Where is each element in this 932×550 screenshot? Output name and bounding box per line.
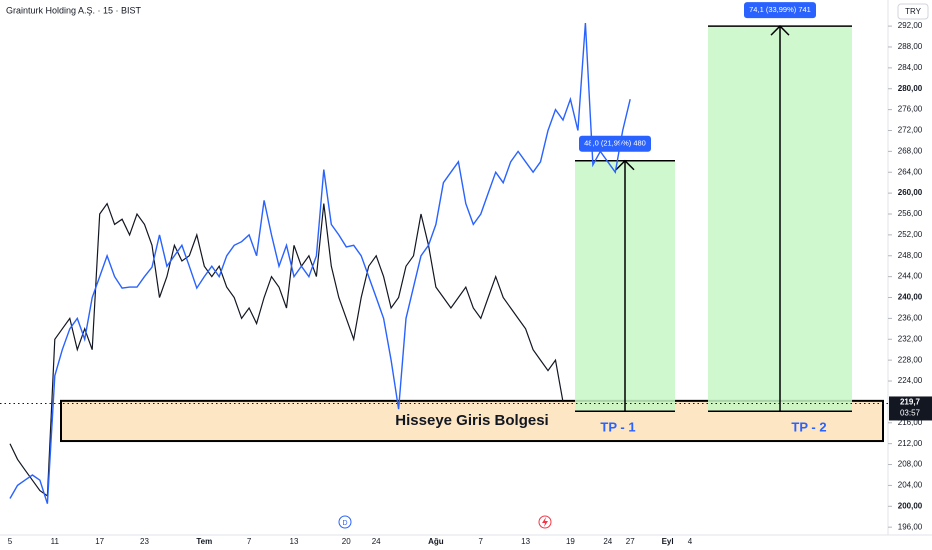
y-tick-label: 272,00	[898, 126, 923, 135]
y-tick-label: 256,00	[898, 209, 923, 218]
target-label: TP - 2	[791, 419, 826, 434]
target-info: 48,0 (21,99%) 480	[584, 139, 646, 148]
y-tick-label: 276,00	[898, 105, 923, 114]
y-tick-label: 268,00	[898, 146, 923, 155]
x-tick-label: 20	[342, 537, 351, 546]
target-arrow-head	[615, 159, 635, 171]
target-info: 74,1 (33,99%) 741	[749, 5, 811, 14]
dividend-icon[interactable]	[338, 515, 352, 529]
y-tick-label: 240,00	[898, 293, 923, 302]
dividend-icon-letter: D	[342, 520, 347, 527]
chart-title: Grainturk Holding A.Ş. · 15 · BIST	[6, 5, 142, 15]
price-line	[9, 22, 631, 504]
y-tick-label: 200,00	[898, 501, 923, 510]
current-price-tag	[889, 396, 932, 421]
y-tick-label: 284,00	[898, 63, 923, 72]
x-tick-label: Tem	[196, 537, 212, 546]
y-tick-label: 236,00	[898, 313, 923, 322]
x-tick-label: 11	[51, 537, 60, 546]
y-tick-label: 280,00	[898, 84, 923, 93]
x-tick-label: 19	[566, 537, 575, 546]
current-price-label: 219,7	[900, 398, 921, 407]
currency-box	[897, 3, 929, 20]
x-tick-label: 7	[479, 537, 484, 546]
y-tick-label: 228,00	[898, 355, 923, 364]
y-tick-label: 196,00	[898, 522, 923, 531]
y-tick-label: 244,00	[898, 272, 923, 281]
price-line	[9, 202, 564, 498]
currency: TRY	[905, 7, 922, 16]
x-tick-label: 4	[688, 537, 693, 546]
entry-zone-label: Hisseye Giris Bolgesi	[395, 412, 548, 429]
x-tick-label: 24	[603, 537, 612, 546]
y-tick-label: 260,00	[898, 188, 923, 197]
x-tick-label: 13	[521, 537, 530, 546]
y-tick-label: 208,00	[898, 460, 923, 469]
x-tick-label: Eyl	[662, 537, 674, 546]
y-tick-label: 264,00	[898, 167, 923, 176]
y-tick-label: 224,00	[898, 376, 923, 385]
event-icon-bolt	[542, 517, 548, 527]
y-tick-label: 212,00	[898, 439, 923, 448]
y-tick-label: 292,00	[898, 21, 923, 30]
y-tick-label: 204,00	[898, 481, 923, 490]
y-tick-label: 288,00	[898, 42, 923, 51]
target-arrow-head	[770, 25, 790, 36]
x-tick-label: 13	[290, 537, 299, 546]
x-tick-label: 17	[95, 537, 104, 546]
target-label: TP - 1	[600, 419, 635, 434]
x-tick-label: Ağu	[428, 537, 444, 546]
x-tick-label: 7	[247, 537, 252, 546]
x-tick-label: 27	[626, 537, 635, 546]
y-tick-label: 232,00	[898, 334, 923, 343]
y-tick-label: 252,00	[898, 230, 923, 239]
time-left: 03:57	[900, 409, 921, 418]
x-tick-label: 5	[8, 537, 13, 546]
y-tick-label: 216,00	[898, 418, 923, 427]
target-info-box	[579, 135, 651, 152]
target-info-box	[744, 2, 816, 19]
x-tick-label: 24	[372, 537, 381, 546]
x-tick-label: 23	[140, 537, 149, 546]
y-tick-label: 248,00	[898, 251, 923, 260]
